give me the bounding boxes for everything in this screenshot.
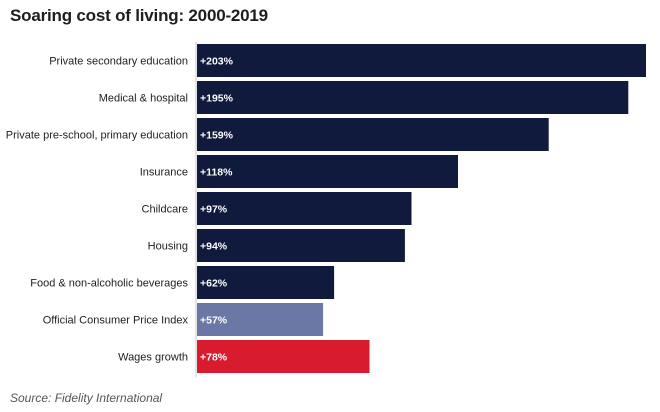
category-label: Housing: [148, 241, 188, 253]
value-label: +97%: [200, 204, 228, 216]
category-label: Medical & hospital: [99, 93, 188, 105]
bar-5: [197, 229, 405, 262]
value-label: +94%: [200, 241, 228, 253]
value-label: +57%: [200, 315, 228, 327]
chart-title: Soaring cost of living: 2000-2019: [10, 6, 268, 25]
bar-7: [197, 303, 324, 336]
category-label: Food & non-alcoholic beverages: [30, 278, 188, 290]
source-note: Source: Fidelity International: [10, 391, 163, 405]
bar-4: [197, 192, 412, 225]
bar-3: [197, 155, 458, 188]
category-label: Private secondary education: [49, 56, 188, 68]
category-label: Private pre-school, primary education: [6, 130, 188, 142]
value-label: +203%: [200, 56, 234, 68]
category-label: Insurance: [140, 167, 188, 179]
bar-8: [197, 340, 370, 373]
value-label: +118%: [200, 167, 233, 179]
bar-1: [197, 81, 629, 114]
bar-6: [197, 266, 335, 299]
value-label: +195%: [200, 93, 234, 105]
category-label: Official Consumer Price Index: [43, 315, 189, 327]
value-label: +159%: [200, 130, 234, 142]
bar-0: [197, 44, 646, 77]
value-label: +62%: [200, 278, 228, 290]
value-label: +78%: [200, 352, 228, 364]
bar-2: [197, 118, 549, 151]
category-label: Childcare: [142, 204, 188, 216]
category-label: Wages growth: [118, 352, 188, 364]
